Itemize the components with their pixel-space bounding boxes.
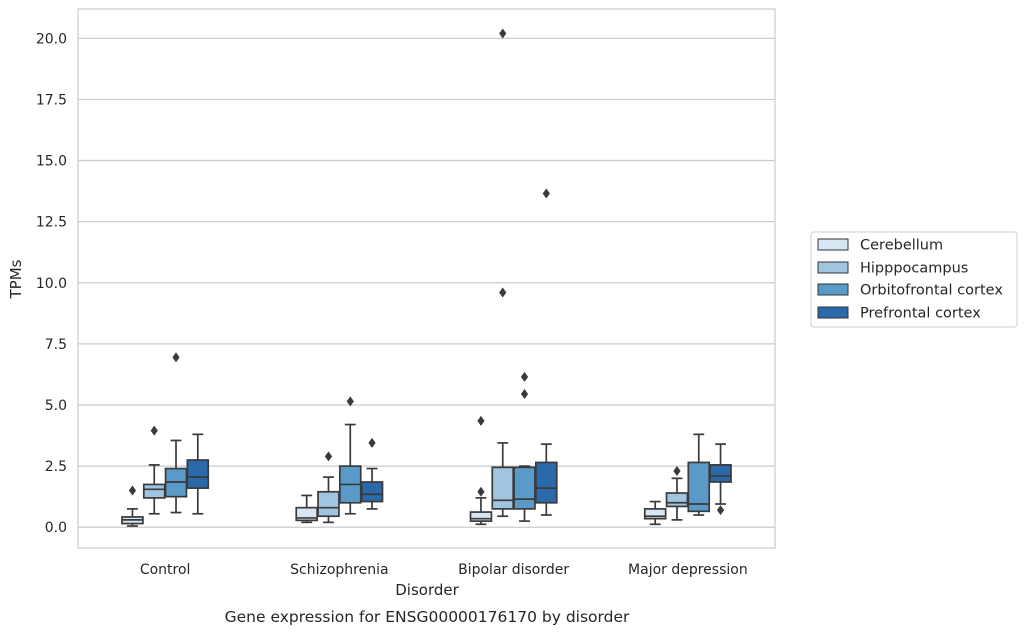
y-tick-label: 10.0	[36, 276, 67, 292]
outlier-point	[673, 466, 681, 476]
y-tick-label: 12.5	[36, 215, 67, 231]
x-axis-title: Disorder	[395, 581, 459, 599]
box	[513, 466, 536, 510]
box-group	[709, 443, 732, 516]
outlier-point	[716, 505, 725, 516]
legend: Cerebellum Hipppocampus Orbitofrontal co…	[810, 231, 1018, 328]
box-group	[338, 396, 362, 515]
box	[360, 481, 384, 503]
box	[317, 490, 340, 518]
y-tick-label: 0.0	[45, 520, 67, 536]
x-axis-ticks: Control Schizophrenia Bipolar disorder Majo…	[140, 562, 748, 578]
legend-label: Hipppocampus	[860, 261, 968, 277]
box	[142, 483, 166, 499]
outlier-point	[346, 396, 354, 407]
legend-frame	[810, 231, 1018, 328]
y-axis-title: TPMs	[7, 259, 25, 299]
y-tick-label: 2.5	[45, 459, 67, 475]
outlier-point	[477, 415, 485, 426]
outlier-point	[172, 352, 180, 363]
x-tick-label: Major depression	[628, 562, 748, 578]
legend-swatch	[817, 283, 849, 296]
box	[491, 466, 515, 510]
outlier-point	[520, 371, 529, 382]
outlier-point	[477, 486, 485, 497]
legend-swatch	[817, 306, 849, 319]
plot-area-frame	[77, 8, 776, 549]
legend-swatch	[817, 261, 849, 274]
box	[186, 459, 210, 489]
outlier-point	[520, 389, 529, 399]
box-group	[665, 466, 689, 521]
boxes	[121, 28, 732, 527]
grid-lines	[78, 37, 775, 528]
box-group	[317, 451, 340, 524]
box-group	[534, 188, 558, 516]
figure-caption: Gene expression for ENSG00000176170 by d…	[225, 608, 630, 626]
box	[534, 461, 558, 504]
box-group	[687, 433, 711, 516]
y-tick-label: 20.0	[36, 31, 67, 47]
box-group	[469, 415, 493, 526]
x-tick-label: Schizophrenia	[290, 562, 388, 578]
legend-label: Prefrontal cortex	[860, 306, 981, 322]
outlier-point	[150, 425, 158, 436]
legend-item-prefrontal-cortex: Prefrontal cortex	[817, 306, 981, 322]
legend-item-hippocampus: Hipppocampus	[817, 261, 968, 277]
box	[665, 492, 689, 508]
x-tick-label: Bipolar disorder	[458, 562, 569, 578]
outlier-point	[542, 188, 550, 199]
y-tick-label: 5.0	[45, 398, 67, 414]
box	[469, 511, 493, 522]
y-tick-label: 15.0	[36, 154, 67, 170]
legend-swatch	[817, 238, 849, 251]
y-axis-ticks: 0.0 2.5 5.0 7.5 10.0 12.5 15.0 17.5 20.0	[36, 31, 67, 536]
legend-item-cerebellum: Cerebellum	[817, 238, 943, 254]
outlier-point	[368, 437, 376, 448]
box-group	[360, 437, 384, 510]
legend-label: Orbitofrontal cortex	[860, 283, 1003, 299]
box	[709, 464, 732, 483]
box-group	[295, 494, 319, 524]
box-group	[142, 425, 166, 515]
box-group	[186, 433, 210, 515]
legend-label: Cerebellum	[860, 238, 943, 254]
outlier-point	[499, 287, 507, 298]
box-group	[491, 28, 515, 518]
y-tick-label: 17.5	[36, 92, 67, 108]
outlier-point	[128, 485, 137, 496]
box	[643, 508, 667, 520]
outlier-point	[499, 28, 507, 39]
y-tick-label: 7.5	[45, 337, 67, 353]
box-group	[121, 485, 144, 527]
box-group	[643, 500, 667, 526]
box	[687, 461, 711, 513]
outlier-point	[324, 451, 333, 462]
box-group	[513, 371, 536, 522]
x-tick-label: Control	[140, 562, 191, 578]
legend-item-orbitofrontal-cortex: Orbitofrontal cortex	[817, 283, 1003, 299]
box-group	[164, 352, 188, 514]
